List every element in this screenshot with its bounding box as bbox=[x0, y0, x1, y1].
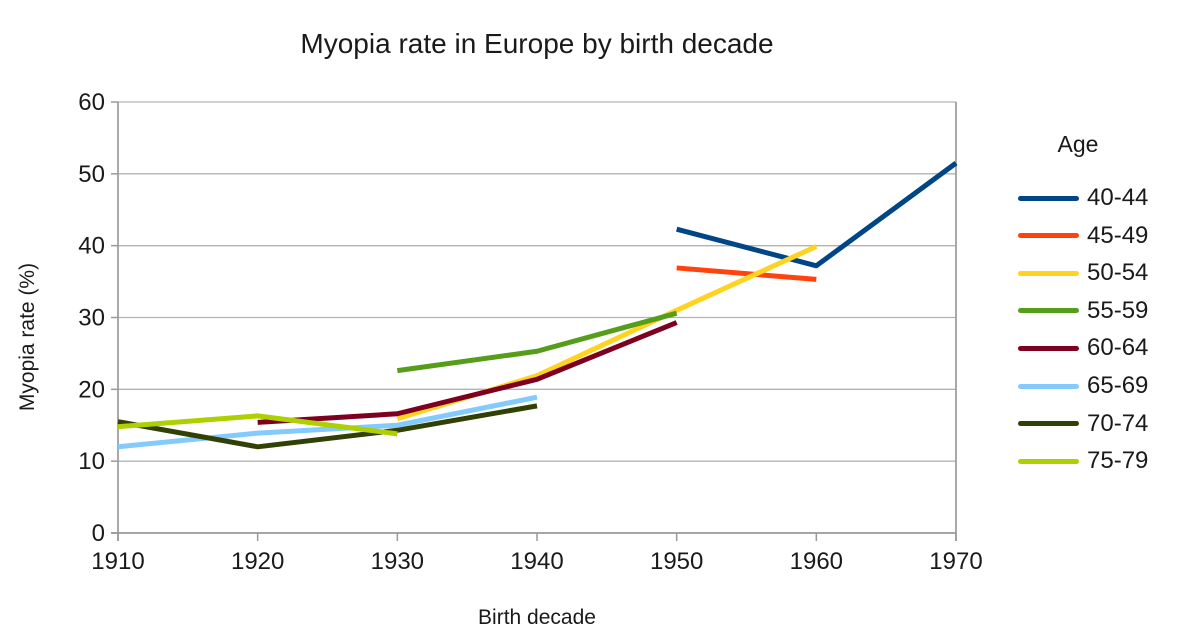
legend-item-55-59: 55-59 bbox=[1018, 297, 1148, 325]
legend-item-70-74: 70-74 bbox=[1018, 410, 1148, 438]
legend-item-50-54: 50-54 bbox=[1018, 259, 1148, 287]
legend-swatch-75-79 bbox=[1018, 458, 1079, 464]
series-line-40-44 bbox=[676, 161, 958, 269]
legend-label: 60-64 bbox=[1087, 334, 1149, 362]
legend-label: 45-49 bbox=[1087, 221, 1149, 249]
legend-label: 55-59 bbox=[1087, 296, 1149, 324]
x-tick-label: 1950 bbox=[650, 548, 703, 575]
x-tick-label: 1930 bbox=[371, 548, 424, 575]
legend-item-60-64: 60-64 bbox=[1018, 334, 1148, 362]
x-tick-label: 1920 bbox=[231, 548, 284, 575]
legend-label: 50-54 bbox=[1087, 259, 1149, 287]
x-tick-label: 1910 bbox=[91, 548, 144, 575]
x-tick-label: 1940 bbox=[510, 548, 563, 575]
legend-label: 40-44 bbox=[1087, 184, 1149, 211]
legend-swatch-60-64 bbox=[1018, 345, 1079, 351]
series-line-55-59 bbox=[396, 310, 678, 374]
series-line-70-74 bbox=[117, 403, 538, 450]
legend-label: 65-69 bbox=[1087, 372, 1149, 399]
x-tick-label: 1960 bbox=[790, 548, 843, 575]
y-tick-label: 0 bbox=[92, 520, 105, 547]
legend-item-75-79: 75-79 bbox=[1018, 447, 1148, 475]
x-tick-label: 1970 bbox=[929, 548, 982, 575]
legend-swatch-45-49 bbox=[1018, 233, 1079, 239]
legend-label: 75-79 bbox=[1087, 447, 1149, 475]
y-tick-label: 20 bbox=[78, 376, 105, 403]
x-axis-title: Birth decade bbox=[478, 606, 596, 629]
legend-item-65-69: 65-69 bbox=[1018, 372, 1148, 400]
y-tick-label: 60 bbox=[78, 89, 105, 116]
legend-label: 70-74 bbox=[1087, 409, 1149, 437]
legend-swatch-50-54 bbox=[1018, 270, 1079, 276]
y-tick-label: 30 bbox=[78, 305, 105, 332]
legend-title: Age bbox=[1057, 131, 1099, 157]
series-line-65-69 bbox=[117, 394, 538, 450]
chart-title: Myopia rate in Europe by birth decade bbox=[300, 28, 774, 59]
series-line-60-64 bbox=[257, 320, 678, 425]
legend-item-45-49: 45-49 bbox=[1018, 222, 1148, 250]
legend-swatch-40-44 bbox=[1018, 195, 1079, 201]
y-tick-label: 50 bbox=[78, 161, 105, 188]
legend-swatch-55-59 bbox=[1018, 308, 1079, 314]
series-line-45-49 bbox=[676, 265, 817, 282]
legend-swatch-70-74 bbox=[1018, 421, 1079, 427]
legend: Age 40-44 45-49 50-54 55-59 60-64 65-69 70-74 7… bbox=[1010, 0, 1196, 632]
series-line-75-79 bbox=[117, 413, 398, 437]
y-tick-label: 10 bbox=[78, 448, 105, 475]
y-tick-label: 40 bbox=[78, 233, 105, 260]
legend-swatch-65-69 bbox=[1018, 383, 1079, 389]
legend-item-40-44: 40-44 bbox=[1018, 184, 1148, 212]
